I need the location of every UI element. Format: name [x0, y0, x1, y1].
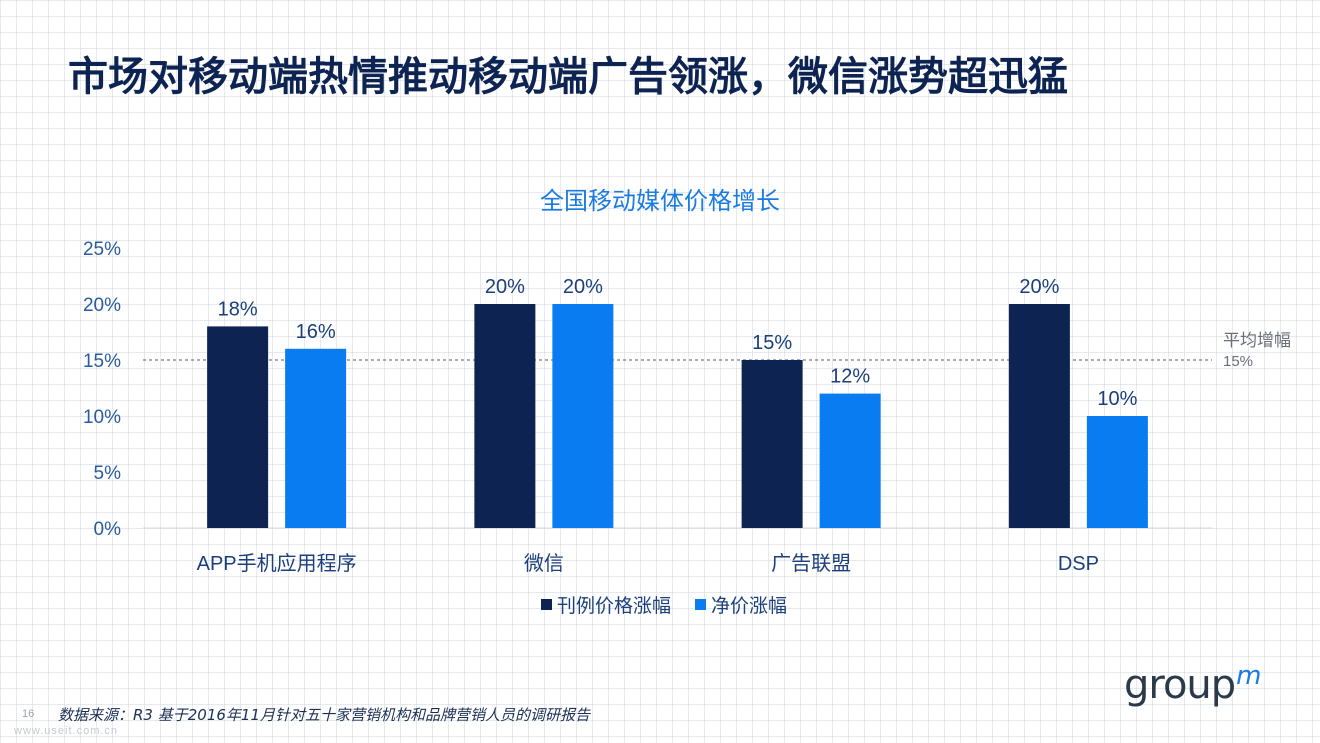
bar: [819, 393, 881, 528]
legend-label: 刊例价格涨幅: [557, 595, 671, 617]
data-label: 16%: [296, 321, 336, 343]
bar: [1086, 416, 1148, 528]
watermark: www.useit.com.cn: [14, 725, 119, 737]
category-label: APP手机应用程序: [197, 552, 357, 575]
y-tick-label: 10%: [83, 407, 121, 428]
logo-wordmark: group: [1124, 662, 1236, 708]
category-label: 微信: [524, 552, 564, 575]
y-tick-label: 20%: [83, 295, 121, 316]
legend-swatch: [695, 599, 706, 610]
groupm-logo: groupm: [1124, 661, 1262, 708]
page-number: 16: [22, 708, 35, 720]
legend-label: 净价涨幅: [711, 595, 787, 617]
bar: [474, 304, 536, 528]
average-value-label: 15%: [1223, 353, 1253, 370]
data-label: 12%: [830, 366, 870, 388]
average-label: 平均增幅: [1223, 331, 1291, 350]
y-tick-label: 25%: [83, 239, 121, 260]
data-label: 18%: [218, 298, 258, 320]
bar: [741, 360, 803, 528]
y-tick-label: 0%: [94, 519, 122, 540]
data-label: 15%: [752, 332, 792, 354]
logo-mark: m: [1236, 661, 1262, 691]
category-label: 广告联盟: [771, 552, 851, 575]
bar: [1008, 304, 1070, 528]
bar: [552, 304, 614, 528]
data-label: 20%: [1019, 276, 1059, 298]
data-label: 20%: [563, 276, 603, 298]
source-footnote: 数据来源：R3 基于2016年11月针对五十家营销机构和品牌营销人员的调研报告: [58, 706, 590, 724]
data-label: 20%: [485, 276, 525, 298]
bar: [285, 348, 347, 528]
chart-title: 全国移动媒体价格增长: [540, 188, 780, 215]
category-label: DSP: [1058, 553, 1099, 575]
bar: [207, 326, 269, 528]
legend-swatch: [541, 599, 552, 610]
y-tick-label: 15%: [83, 351, 121, 372]
data-label: 10%: [1097, 388, 1137, 410]
y-tick-label: 5%: [94, 463, 122, 484]
page-title: 市场对移动端热情推动移动端广告领涨，微信涨势超迅猛: [68, 54, 1068, 100]
